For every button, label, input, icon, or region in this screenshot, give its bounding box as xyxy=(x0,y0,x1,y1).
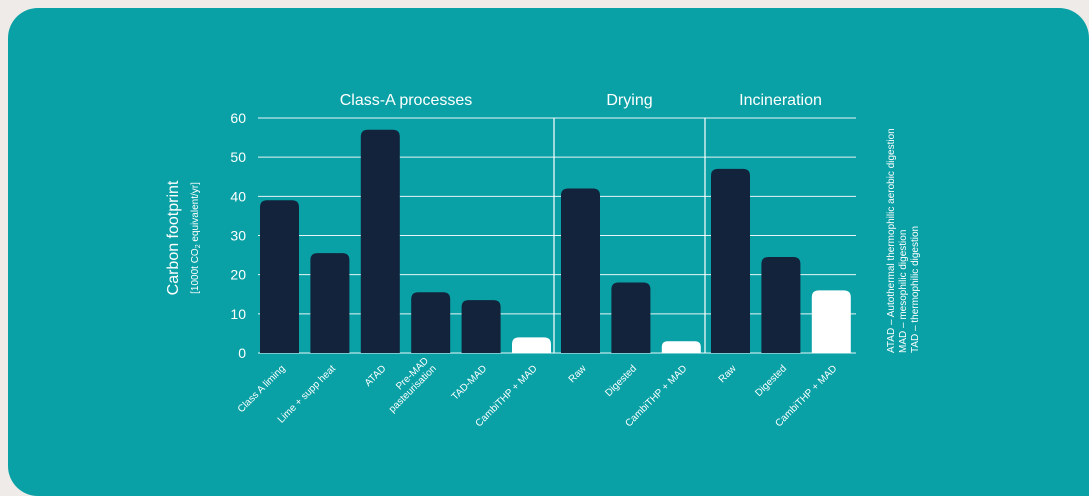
bar xyxy=(611,282,651,353)
bar xyxy=(711,168,750,353)
gridlines xyxy=(258,117,856,354)
group-title: Drying xyxy=(606,92,652,109)
bar xyxy=(561,188,600,353)
x-tick-label: Class A liming xyxy=(236,363,288,415)
bar xyxy=(811,290,851,353)
bar xyxy=(360,129,400,353)
bar xyxy=(310,253,350,353)
x-tick-label: Digested xyxy=(753,363,789,399)
chart-card: 0 10 20 30 40 50 60 Class A liming Lime + supp … xyxy=(8,8,1089,496)
y-axis-units-subscript: 2 xyxy=(195,244,202,248)
abbreviation-notes: ATAD – Autothermal thermophilic aerobic … xyxy=(886,128,921,353)
group-title: Incineration xyxy=(739,92,822,109)
y-axis-label: Carbon footprint xyxy=(165,180,182,295)
bar xyxy=(461,300,501,353)
y-tick-label: 50 xyxy=(230,149,246,165)
x-tick-label: Raw xyxy=(717,363,739,385)
y-tick-label: 0 xyxy=(238,345,246,361)
x-tick-label: Digested xyxy=(603,363,639,399)
y-tick-label: 60 xyxy=(230,110,246,126)
x-tick-label: Pre-MADpasteurisation xyxy=(379,356,439,416)
y-tick-label: 30 xyxy=(230,228,246,244)
abbreviation-note: MAD – mesophilic digestion xyxy=(898,230,909,353)
x-tick-label: Raw xyxy=(567,363,589,385)
bar xyxy=(661,341,701,353)
group-title: Class-A processes xyxy=(340,92,473,109)
bars xyxy=(260,129,851,353)
x-tick-label: ATAD xyxy=(363,363,389,389)
bar xyxy=(260,200,299,353)
y-tick-label: 20 xyxy=(230,267,246,283)
bar xyxy=(411,292,451,353)
x-tick-label: TAD-MAD xyxy=(450,363,489,402)
bar xyxy=(761,257,801,353)
y-tick-label: 10 xyxy=(230,306,246,322)
y-axis-units-before: [1000t CO xyxy=(190,248,201,294)
y-axis-units: [1000t CO2 equivalent/yr] xyxy=(190,182,202,294)
group-dividers xyxy=(553,118,706,353)
group-titles: Class-A processes Drying Incineration xyxy=(340,92,822,109)
bar xyxy=(512,337,551,353)
abbreviation-note: ATAD – Autothermal thermophilic aerobic … xyxy=(886,128,897,353)
y-axis-units-after: equivalent/yr] xyxy=(190,182,201,244)
y-tick-label: 40 xyxy=(230,188,246,204)
abbreviation-note: TAD – thermophilic digestion xyxy=(910,226,921,353)
y-tick-labels: 0 10 20 30 40 50 60 xyxy=(230,110,246,361)
y-axis-label-group: Carbon footprint [1000t CO2 equivalent/y… xyxy=(165,180,202,295)
